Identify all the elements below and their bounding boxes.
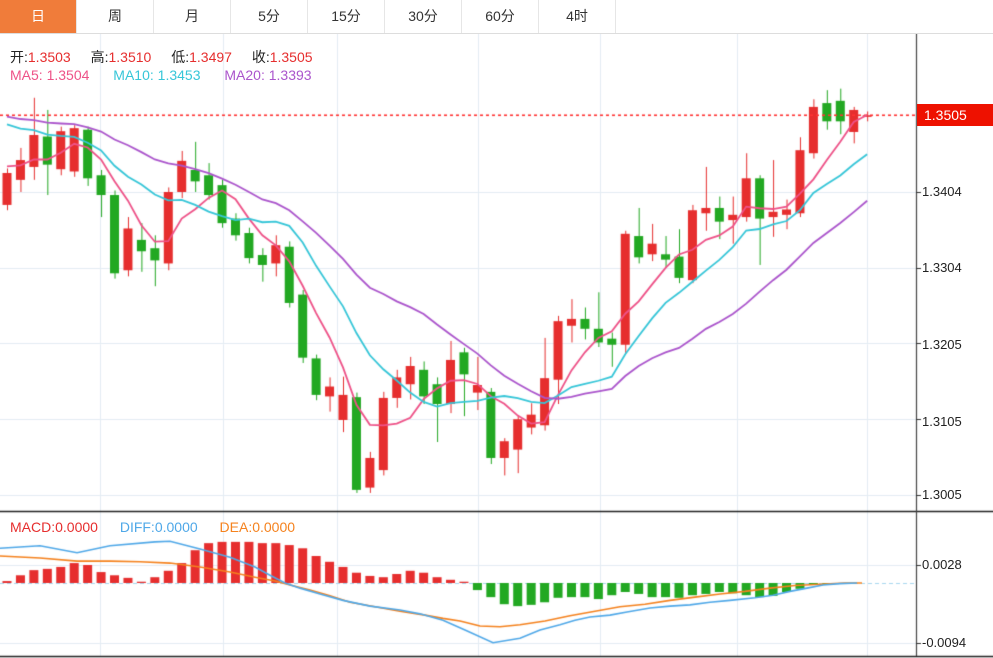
ma5-value: MA5: 1.3504 xyxy=(10,67,90,83)
low-pair: 低:1.3497 xyxy=(171,49,232,65)
ma20-value: MA20: 1.3393 xyxy=(224,67,312,83)
ma10-value: MA10: 1.3453 xyxy=(113,67,201,83)
ohlc-legend: 开:1.3503 高:1.3510 低:1.3497 收:1.3505 xyxy=(10,47,329,67)
ma-legend: MA5: 1.3504 MA10: 1.3453 MA20: 1.3393 xyxy=(10,67,312,83)
high-pair: 高:1.3510 xyxy=(90,49,152,65)
tab-day[interactable]: 日 xyxy=(0,0,77,33)
tab-30min[interactable]: 30分 xyxy=(385,0,462,33)
price-tick-3: 1.3205 xyxy=(922,337,962,352)
diff-value: DIFF:0.0000 xyxy=(119,519,198,535)
tab-week[interactable]: 周 xyxy=(77,0,154,33)
price-tick-4: 1.3105 xyxy=(922,414,962,429)
close-pair: 收:1.3505 xyxy=(251,49,313,65)
timeframe-tabs: 日 周 月 5分 15分 30分 60分 4时 xyxy=(0,0,993,34)
price-tick-1: 1.3404 xyxy=(922,184,962,199)
dea-value: DEA:0.0000 xyxy=(219,519,296,535)
last-price-badge: 1.3505 xyxy=(917,104,993,126)
tab-month[interactable]: 月 xyxy=(154,0,231,33)
macd-tick-1: 0.0028 xyxy=(922,557,962,572)
macd-legend: MACD:0.0000 DIFF:0.0000 DEA:0.0000 xyxy=(10,519,295,535)
open-pair: 开:1.3503 xyxy=(10,49,71,65)
price-tick-5: 1.3005 xyxy=(922,487,962,502)
tab-4hour[interactable]: 4时 xyxy=(539,0,616,33)
tab-60min[interactable]: 60分 xyxy=(462,0,539,33)
price-tick-2: 1.3304 xyxy=(922,260,962,275)
tab-15min[interactable]: 15分 xyxy=(308,0,385,33)
macd-tick-2: -0.0094 xyxy=(922,635,967,650)
tab-5min[interactable]: 5分 xyxy=(231,0,308,33)
macd-value: MACD:0.0000 xyxy=(10,519,98,535)
